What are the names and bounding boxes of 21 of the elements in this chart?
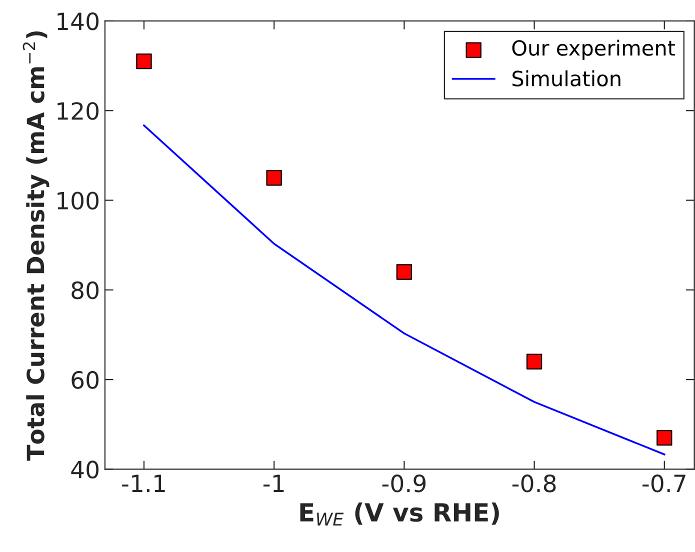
point	[526, 354, 542, 370]
point	[656, 430, 672, 446]
y-tick-label: 40	[71, 460, 99, 479]
line-series	[143, 124, 666, 456]
x-tick-label: -0.8	[512, 474, 556, 492]
x-axis-title: E$_{WE}$ (V vs RHE)	[300, 502, 499, 526]
legend-label: Our experiment	[512, 40, 676, 60]
x-tick-label: -1	[263, 474, 284, 492]
point	[396, 264, 412, 280]
x-tick-label: -1.1	[122, 474, 165, 492]
y-tick-label: 100	[58, 192, 99, 210]
y-tick-label: 140	[58, 12, 99, 30]
point	[266, 170, 282, 186]
y-tick-label: 120	[58, 102, 99, 120]
x-tick-label: -0.9	[382, 474, 426, 492]
y-axis-title: Total Current Density (mA cm$^{−2}$)	[22, 31, 50, 461]
x-tick-label: -0.7	[642, 474, 686, 492]
legend-label: Simulation	[512, 70, 620, 86]
point	[136, 53, 152, 70]
y-tick-label: 60	[72, 371, 99, 389]
y-tick-label: 80	[72, 281, 99, 300]
